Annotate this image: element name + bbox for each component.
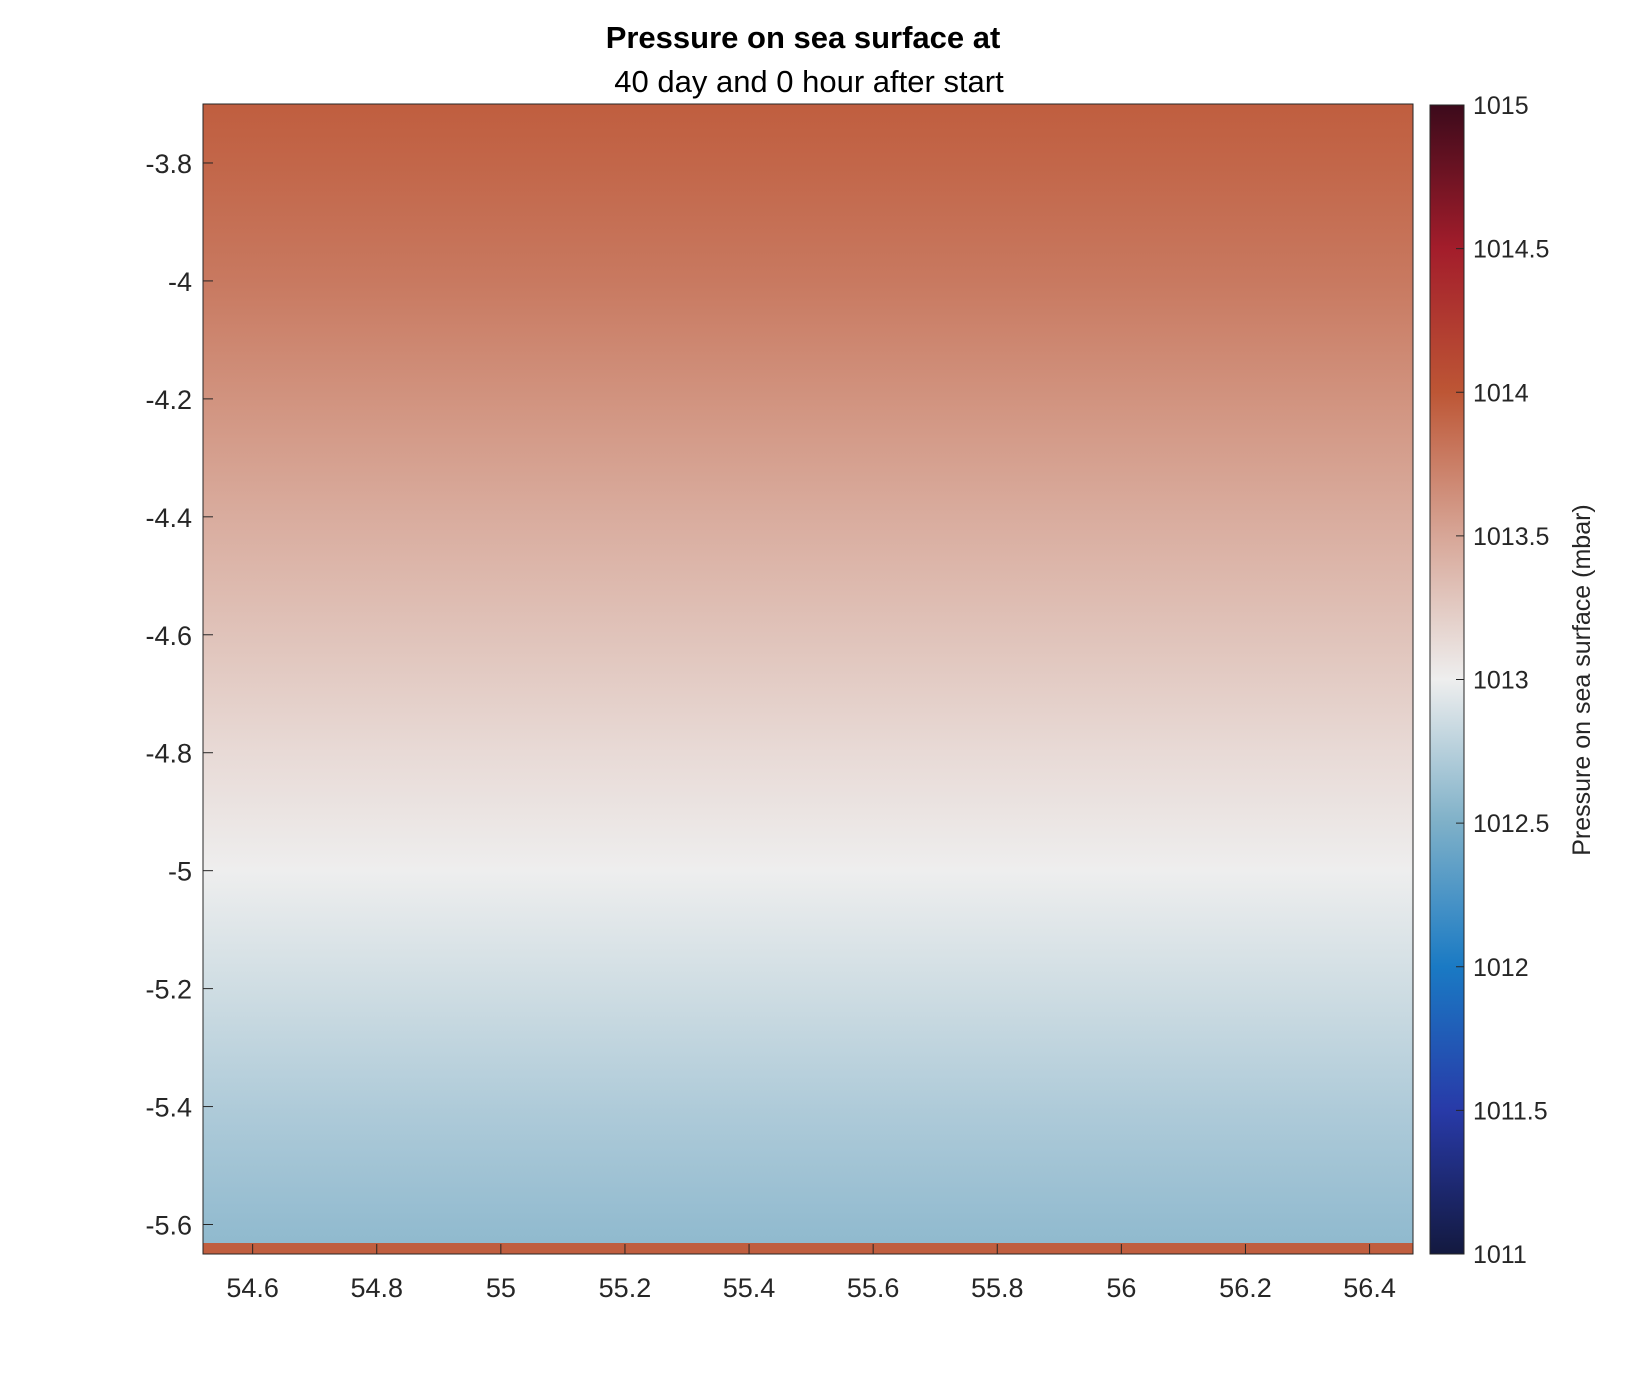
x-tick-label: 54.6 — [226, 1273, 279, 1303]
colorbar-tick-label: 1014.5 — [1473, 236, 1549, 264]
axes-box — [202, 103, 1414, 1255]
colorbar-tick-label: 1011.5 — [1473, 1097, 1548, 1125]
y-tick-label: -5.6 — [145, 1211, 192, 1241]
x-tick-label: 55.4 — [723, 1273, 776, 1303]
colorbar-tick-label: 1013.5 — [1473, 523, 1549, 551]
y-tick-label: -5 — [168, 857, 192, 887]
y-tick-label: -4.4 — [145, 503, 192, 533]
x-tick-label: 55.6 — [847, 1273, 900, 1303]
colorbar-tick-label: 1012 — [1473, 954, 1529, 982]
x-tick-label: 55.8 — [971, 1273, 1024, 1303]
pressure-field — [203, 104, 1413, 1243]
x-tick-label: 56.2 — [1219, 1273, 1272, 1303]
colorbar-label: Pressure on sea surface (mbar) — [1568, 504, 1596, 856]
colorbar: 1011 1011.5 1012 1012.5 1013 1013.5 1014 1014.5… — [1429, 92, 1596, 1269]
y-axis-ticks: -3.8 -4 -4.2 -4.4 -4.6 -4.8 -5 -5.2 -5.4 -5.6 — [145, 149, 213, 1241]
y-tick-label: -3.8 — [145, 149, 192, 179]
y-tick-label: -4.8 — [145, 739, 192, 769]
y-tick-label: -4 — [168, 267, 192, 297]
chart-title: Pressure on sea surface at — [606, 20, 1001, 55]
colorbar-tick-label: 1015 — [1473, 92, 1529, 120]
plot-area — [202, 103, 1414, 1255]
chart-subtitle: 40 day and 0 hour after start — [614, 64, 1004, 99]
y-tick-label: -4.6 — [145, 621, 192, 651]
x-tick-label: 54.8 — [350, 1273, 403, 1303]
colorbar-ticks: 1011 1011.5 1012 1012.5 1013 1013.5 1014 1014.5… — [1456, 92, 1549, 1269]
x-tick-label: 55.2 — [599, 1273, 652, 1303]
colorbar-tick-label: 1011 — [1473, 1241, 1527, 1269]
colorbar-tick-label: 1012.5 — [1473, 810, 1549, 838]
y-tick-label: -5.2 — [145, 975, 192, 1005]
colorbar-tick-label: 1014 — [1473, 379, 1529, 407]
y-tick-label: -4.2 — [145, 385, 192, 415]
y-tick-label: -5.4 — [145, 1093, 192, 1123]
pressure-field-bottom-row — [203, 1243, 1413, 1254]
x-tick-label: 56 — [1106, 1273, 1136, 1303]
x-tick-label: 55 — [486, 1273, 516, 1303]
x-axis-ticks: 54.6 54.8 55 55.2 55.4 55.6 55.8 56 56.2 56.4 — [226, 1244, 1396, 1303]
colorbar-tick-label: 1013 — [1473, 667, 1529, 695]
x-tick-label: 56.4 — [1343, 1273, 1396, 1303]
